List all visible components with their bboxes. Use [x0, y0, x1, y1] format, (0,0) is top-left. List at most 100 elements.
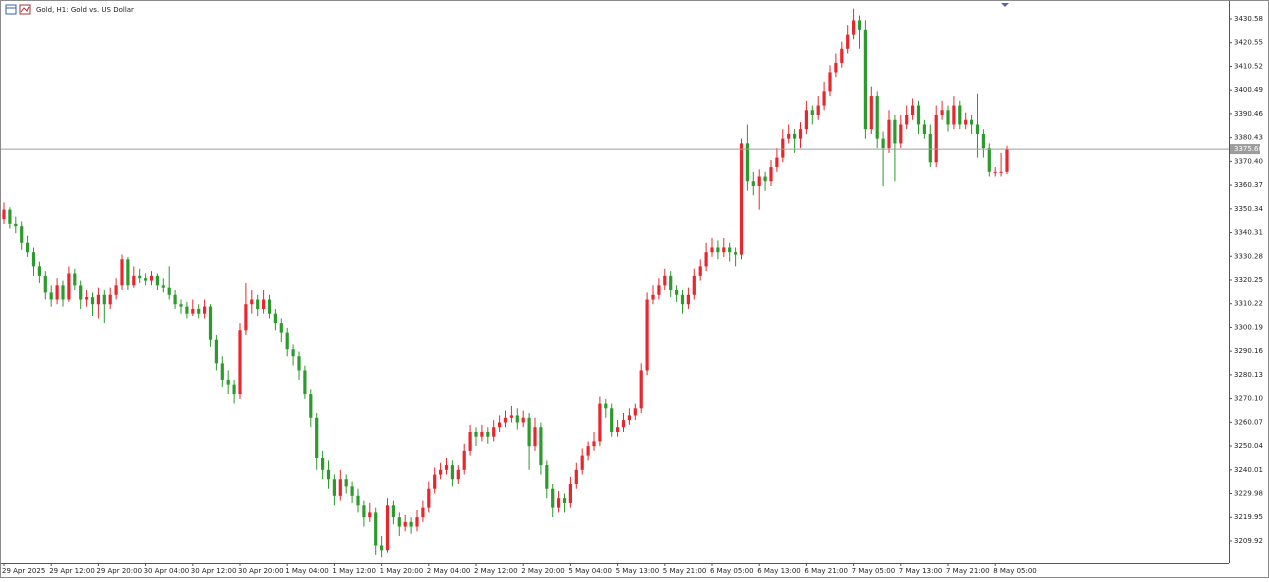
candle-body: [8, 209, 12, 224]
x-tick-label: 30 Apr 20:00: [238, 567, 284, 575]
candle-body: [922, 124, 926, 134]
candle-body: [769, 167, 773, 182]
candle-body: [273, 313, 277, 324]
candle-body: [480, 431, 484, 437]
candle-body: [975, 124, 980, 134]
candle-body: [2, 209, 6, 220]
candle-body: [745, 143, 749, 182]
y-tick-label: 3380.43: [1234, 134, 1263, 142]
x-tick-label: 1 May 20:00: [380, 567, 424, 575]
x-tick-label: 2 May 12:00: [474, 567, 518, 575]
candle-body: [67, 273, 71, 300]
candle-body: [332, 479, 336, 496]
x-tick-label: 1 May 12:00: [332, 567, 376, 575]
x-tick-label: 1 May 04:00: [285, 567, 329, 575]
candle-body: [244, 304, 248, 331]
candle-body: [692, 275, 696, 295]
candle-body: [852, 20, 856, 35]
candle-body: [509, 415, 513, 418]
candle-body: [73, 273, 77, 286]
candle-body: [385, 505, 390, 551]
candle-body: [279, 323, 283, 333]
candle-body: [545, 465, 549, 489]
marker: [1001, 3, 1009, 7]
candle-body: [344, 479, 348, 487]
candle-body: [586, 446, 590, 456]
candle-body: [462, 450, 466, 470]
candle-body: [444, 465, 449, 470]
candle-body: [934, 115, 938, 163]
candle-body: [633, 408, 637, 416]
y-tick-label: 3219.95: [1234, 513, 1263, 521]
candle-body: [521, 417, 525, 423]
candle-body: [592, 441, 596, 447]
x-tick-label: 7 May 21:00: [946, 567, 990, 575]
candle-body: [173, 294, 177, 305]
candle-body: [899, 124, 903, 144]
candle-body: [391, 505, 395, 518]
candle-body: [781, 138, 785, 158]
candle-body: [203, 306, 207, 314]
candle-body: [79, 285, 83, 300]
x-tick-label: 8 May 05:00: [993, 567, 1037, 575]
candle-body: [828, 72, 832, 92]
candle-body: [515, 415, 519, 423]
candle-body: [574, 469, 578, 484]
x-tick-label: 7 May 05:00: [852, 567, 896, 575]
candle-body: [409, 521, 413, 527]
y-tick-label: 3240.01: [1234, 466, 1263, 474]
x-tick-label: 29 Apr 20:00: [96, 567, 142, 575]
x-tick-label: 6 May 05:00: [710, 567, 754, 575]
candle-body: [793, 133, 797, 139]
candle-body: [144, 278, 148, 281]
candle-body: [155, 275, 159, 286]
candle-body: [905, 115, 909, 125]
candle-body: [981, 133, 985, 149]
candle-body: [368, 512, 372, 518]
candle-body: [698, 266, 702, 276]
candle-body: [108, 294, 112, 305]
candle-body: [350, 486, 354, 496]
chart-title: Gold, H1: Gold vs. US Dollar: [36, 6, 134, 14]
candle-body: [804, 110, 808, 130]
candle-body: [627, 415, 631, 421]
x-tick-label: 29 Apr 2025: [2, 567, 45, 575]
candle-body: [427, 488, 431, 508]
y-tick-label: 3260.07: [1234, 418, 1263, 426]
candle-body: [958, 105, 962, 125]
candle-body: [645, 299, 649, 371]
candle-body: [303, 370, 307, 395]
candle-body: [952, 105, 956, 125]
candle-body: [197, 308, 201, 314]
candle-body: [680, 294, 685, 305]
candle-body: [598, 403, 602, 442]
candle-body: [834, 62, 838, 73]
x-tick-label: 2 May 04:00: [427, 567, 471, 575]
candle-body: [185, 306, 189, 314]
candle-body: [138, 275, 142, 279]
candle-body: [739, 143, 744, 255]
candle-body: [527, 417, 531, 447]
candle-body: [167, 287, 171, 295]
candle-body: [214, 339, 218, 364]
candle-body: [356, 495, 360, 506]
x-tick-label: 6 May 13:00: [757, 567, 801, 575]
candle-body: [226, 379, 230, 385]
candle-body: [993, 171, 997, 173]
candle-body: [964, 119, 968, 125]
y-tick-label: 3340.31: [1234, 229, 1263, 237]
candle-body: [787, 133, 791, 139]
y-tick-label: 3360.37: [1234, 181, 1263, 189]
candle-body: [321, 457, 325, 470]
candle-body: [326, 469, 331, 480]
candle-body: [763, 176, 767, 182]
candle-body: [840, 48, 844, 63]
candle-body: [232, 384, 236, 395]
y-tick-label: 3350.34: [1234, 205, 1263, 213]
x-tick-label: 6 May 21:00: [804, 567, 848, 575]
candle-body: [533, 427, 537, 447]
candle-body: [757, 176, 761, 186]
candle-body: [55, 285, 59, 300]
candle-body: [20, 226, 24, 243]
y-tick-label: 3300.19: [1234, 323, 1263, 331]
